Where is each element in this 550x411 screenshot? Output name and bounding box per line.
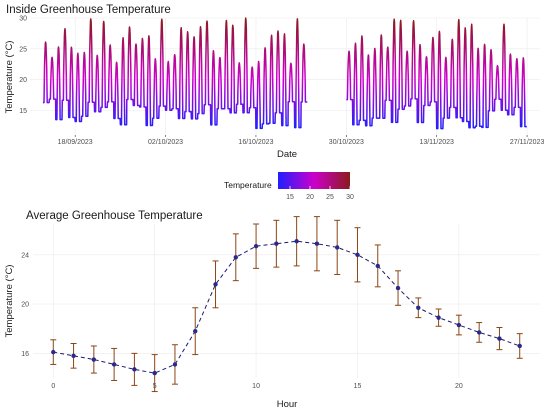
- chart1-x-tick-label: 30/10/2023: [329, 139, 364, 146]
- chart2-mean-point: [436, 315, 441, 320]
- chart1-x-tick-label: 16/10/2023: [238, 139, 273, 146]
- chart2-mean-points: [51, 239, 522, 376]
- chart1-x-axis-title: Date: [277, 149, 297, 160]
- chart1-y-tick-label: 15: [19, 108, 27, 115]
- chart1-x-tick-label: 02/10/2023: [148, 139, 183, 146]
- legend-colorbar: [278, 172, 350, 189]
- legend-tick-label: 20: [306, 194, 314, 201]
- chart2-x-axis-title: Hour: [277, 399, 298, 410]
- chart2-y-tick-label: 20: [21, 302, 29, 309]
- chart2-mean-point: [355, 252, 360, 257]
- chart2-mean-point: [193, 328, 198, 334]
- chart2-mean-point: [395, 285, 401, 291]
- chart1-y-axis-title: Temperature (°C): [4, 41, 15, 114]
- chart1-x-tick-label: 13/11/2023: [419, 139, 454, 146]
- chart2-mean-point: [132, 367, 137, 372]
- temperature-color-legend: Temperature 15 20 25 30: [224, 172, 354, 201]
- chart2-mean-point: [375, 263, 380, 269]
- chart2-mean-point: [274, 241, 279, 246]
- chart2-mean-point: [213, 282, 218, 287]
- chart2-mean-point: [517, 343, 522, 349]
- chart1-y-tick-label: 30: [19, 16, 27, 23]
- chart2-mean-point: [476, 330, 482, 335]
- chart1-series-line: [345, 18, 528, 130]
- chart2-mean-point: [456, 322, 462, 328]
- chart1-y-ticks: 15 20 25 30: [19, 16, 27, 115]
- chart2-mean-point: [294, 239, 299, 244]
- chart2-x-tick-label: 5: [153, 383, 157, 390]
- legend-tick-label: 15: [286, 194, 294, 201]
- chart1-series-line: [42, 17, 308, 130]
- legend-tick-label: 30: [346, 194, 354, 201]
- chart2-y-tick-label: 24: [21, 252, 29, 259]
- average-temperature-chart: Average Greenhouse Temperature 16 20 24 0 5…: [4, 210, 540, 410]
- chart2-x-tick-label: 15: [354, 383, 362, 390]
- chart2-mean-line: [53, 240, 520, 374]
- chart1-y-tick-label: 20: [19, 77, 27, 84]
- legend-ticks: 15 20 25 30: [286, 186, 354, 201]
- chart2-mean-point: [71, 353, 76, 359]
- chart2-mean-point: [253, 243, 259, 249]
- chart2-mean-point: [152, 370, 157, 376]
- chart1-title: Inside Greenhouse Temperature: [6, 4, 171, 16]
- chart2-mean-point: [172, 362, 178, 367]
- chart2-y-axis-title: Temperature (°C): [4, 265, 15, 338]
- inside-temperature-chart: Inside Greenhouse Temperature 15 20 25 30 1…: [4, 4, 544, 160]
- legend-tick-label: 25: [326, 194, 334, 201]
- chart1-x-tick-label: 18/09/2023: [58, 139, 93, 146]
- chart1-temperature-series: [42, 17, 528, 130]
- chart2-mean-point: [111, 362, 117, 367]
- chart2-mean-point: [497, 336, 502, 341]
- chart2-mean-point: [335, 245, 340, 250]
- legend-title: Temperature: [224, 180, 272, 190]
- chart2-y-ticks: 16 20 24: [21, 252, 29, 358]
- chart1-y-tick-label: 25: [19, 46, 27, 53]
- chart2-y-tick-label: 16: [21, 351, 29, 358]
- chart2-mean-point: [314, 241, 320, 246]
- chart1-x-ticks: 18/09/2023 02/10/2023 16/10/2023 30/10/2023…: [58, 135, 545, 146]
- chart2-title: Average Greenhouse Temperature: [26, 210, 203, 222]
- chart2-x-tick-label: 0: [51, 383, 55, 390]
- chart2-mean-point: [91, 357, 97, 362]
- chart2-x-tick-label: 20: [455, 383, 463, 390]
- chart1-x-tick-label: 27/11/2023: [510, 139, 545, 146]
- chart2-mean-point: [233, 255, 238, 260]
- chart2-mean-point: [51, 349, 56, 355]
- chart2-panel: [33, 224, 540, 378]
- chart2-mean-point: [416, 305, 421, 310]
- chart2-x-tick-label: 10: [252, 383, 260, 390]
- chart2-x-ticks: 0 5 10 15 20: [51, 383, 463, 390]
